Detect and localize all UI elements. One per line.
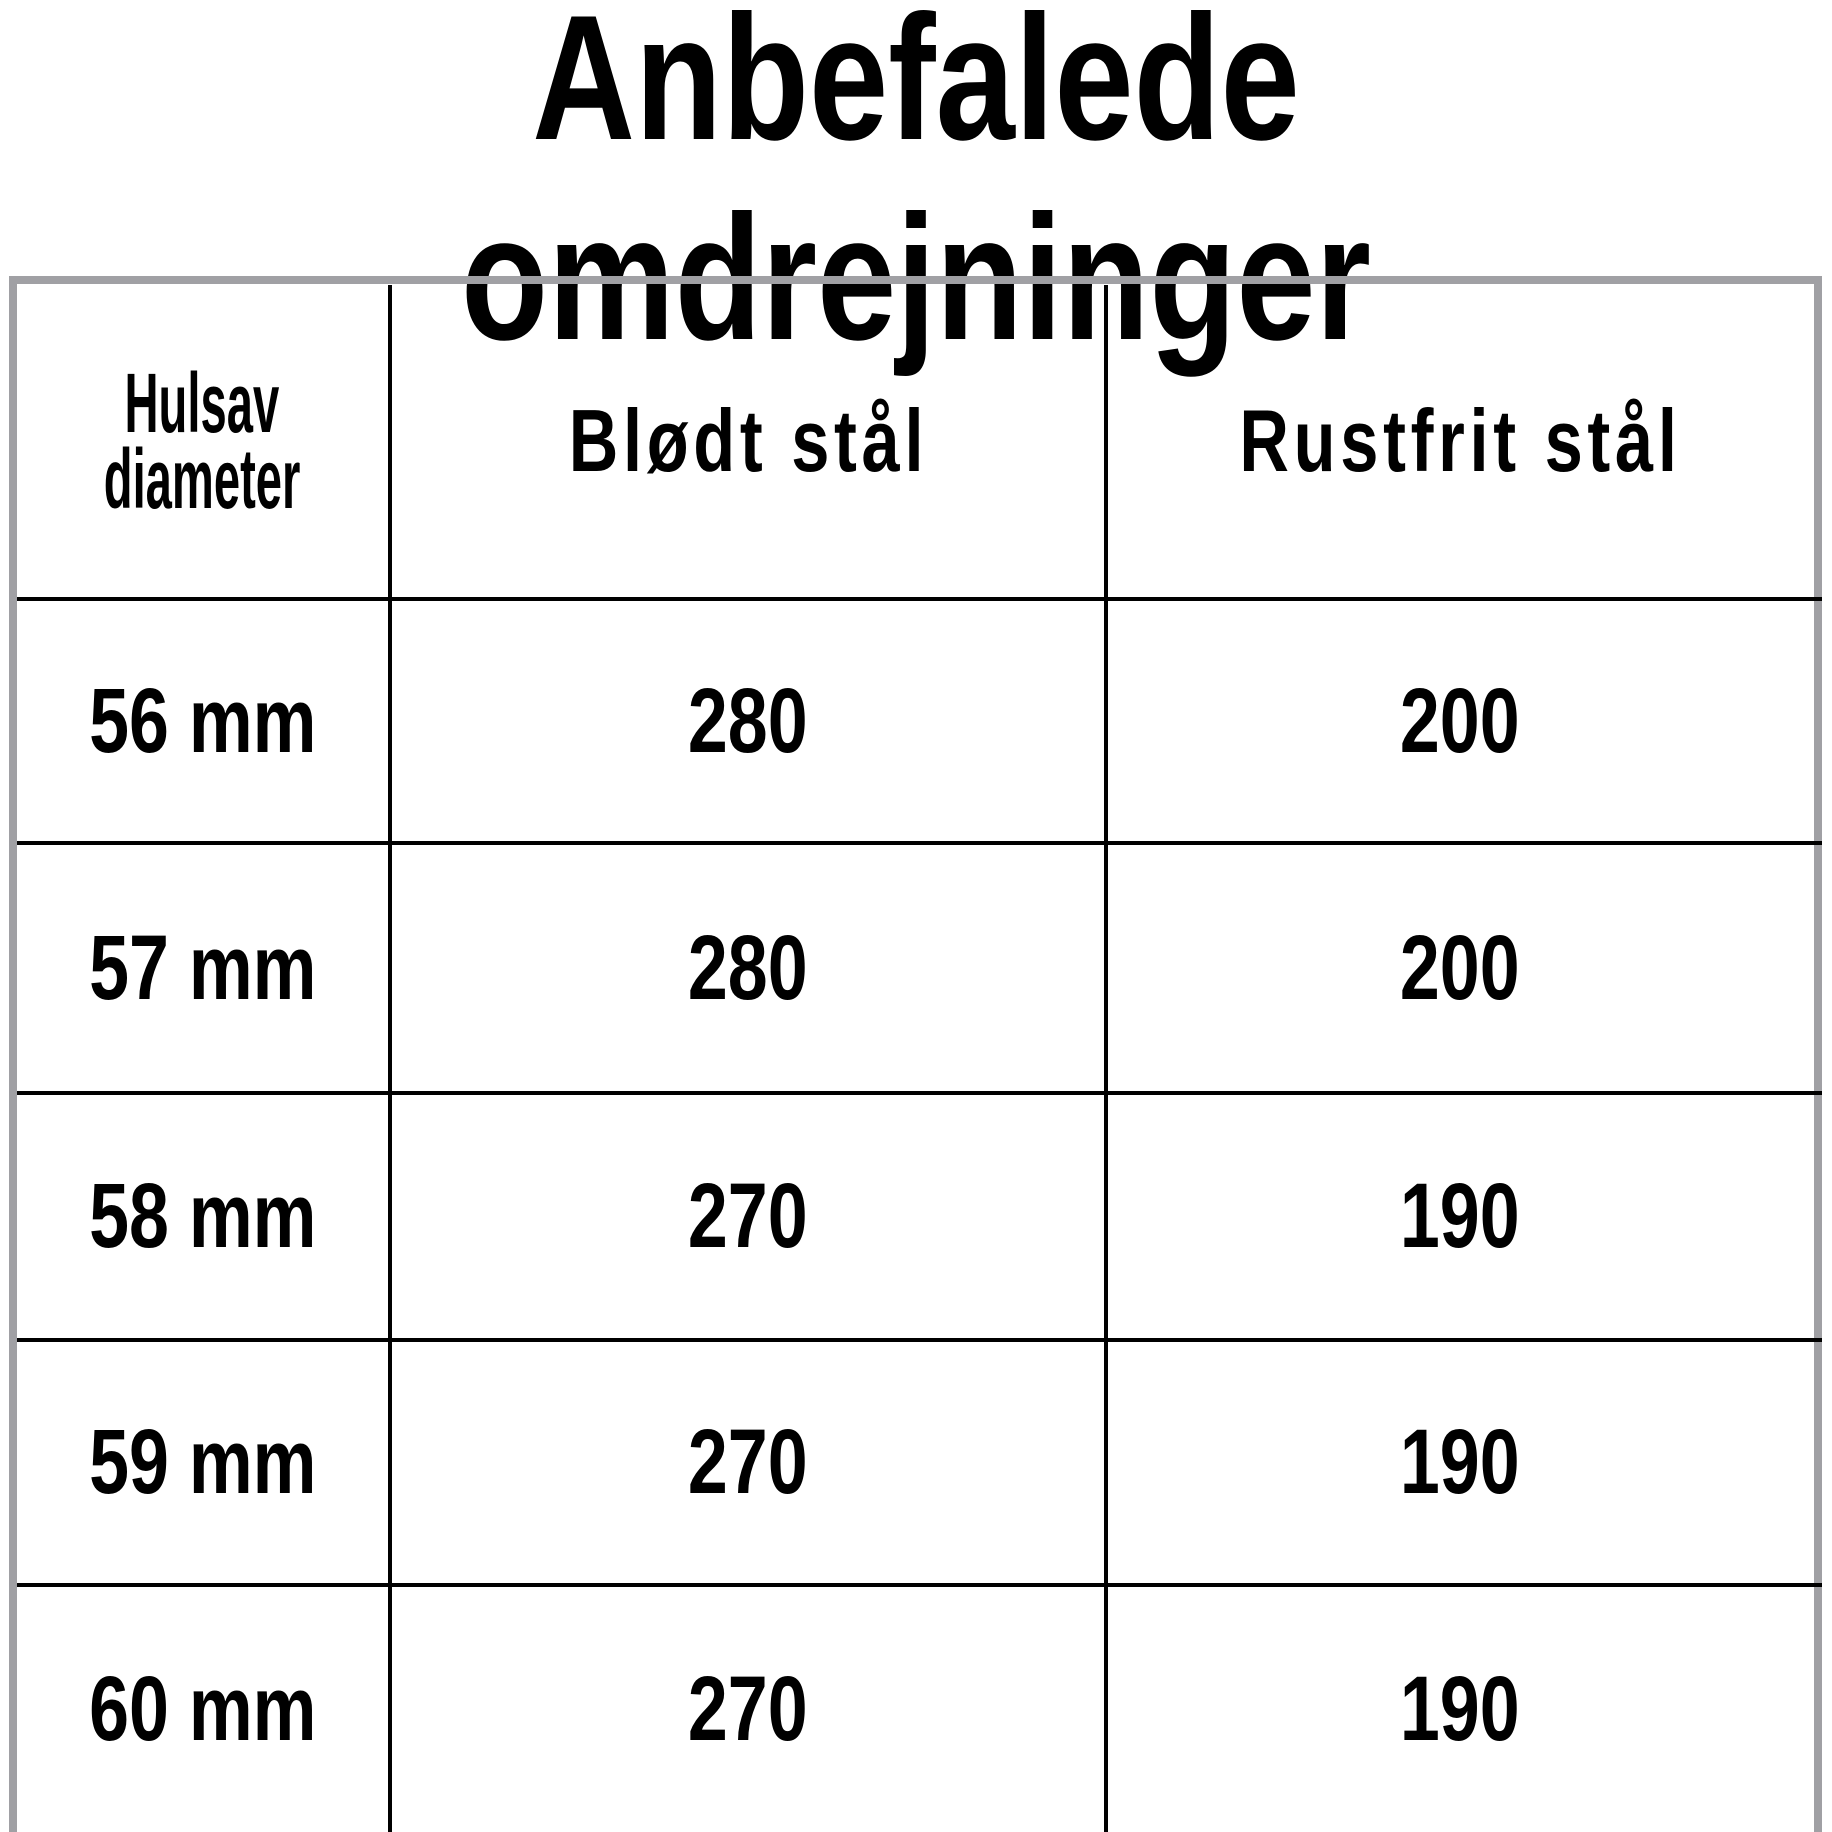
header-diameter: Hulsav diameter: [17, 284, 388, 597]
cell-text: 56 mm: [88, 669, 317, 772]
header-mild-steel: Blødt stål: [392, 284, 1104, 597]
cell-stainless-rpm: 190: [1108, 1342, 1812, 1583]
cell-diameter: 59 mm: [17, 1342, 388, 1583]
cell-text: 57 mm: [88, 916, 317, 1019]
cell-stainless-rpm: 200: [1108, 601, 1812, 841]
cell-mild-steel-rpm: 270: [392, 1587, 1104, 1832]
cell-mild-steel-rpm: 280: [392, 845, 1104, 1091]
cell-text: 200: [1400, 916, 1520, 1019]
cell-text: 280: [688, 916, 808, 1019]
cell-text: 190: [1400, 1658, 1520, 1760]
table-frame: [9, 276, 1822, 1832]
cell-stainless-rpm: 190: [1108, 1587, 1812, 1832]
cell-text: 270: [688, 1411, 808, 1513]
cell-diameter: 57 mm: [17, 845, 388, 1091]
cell-text: 270: [688, 1658, 808, 1760]
cell-text: 190: [1400, 1165, 1520, 1267]
header-text: Blødt stål: [568, 390, 928, 490]
cell-text: 190: [1400, 1411, 1520, 1513]
cell-diameter: 58 mm: [17, 1095, 388, 1338]
header-line: diameter: [104, 431, 301, 526]
cell-text: 60 mm: [88, 1658, 317, 1760]
cell-stainless-rpm: 200: [1108, 845, 1812, 1091]
row-divider: [17, 597, 1822, 601]
cell-text: 59 mm: [88, 1411, 317, 1513]
cell-stainless-rpm: 190: [1108, 1095, 1812, 1338]
cell-mild-steel-rpm: 280: [392, 601, 1104, 841]
row-divider: [17, 841, 1822, 845]
cell-mild-steel-rpm: 270: [392, 1342, 1104, 1583]
cell-diameter: 56 mm: [17, 601, 388, 841]
cell-text: 280: [688, 669, 808, 772]
cell-text: 200: [1400, 669, 1520, 772]
cell-diameter: 60 mm: [17, 1587, 388, 1832]
cell-text: 58 mm: [88, 1165, 317, 1267]
cell-text: 270: [688, 1165, 808, 1267]
row-divider: [17, 1338, 1822, 1342]
column-divider: [1104, 285, 1108, 1832]
column-divider: [388, 285, 392, 1832]
header-text: Rustfrit stål: [1238, 390, 1682, 490]
row-divider: [17, 1091, 1822, 1095]
cell-mild-steel-rpm: 270: [392, 1095, 1104, 1338]
row-divider: [17, 1583, 1822, 1587]
header-line: Hulsav: [125, 355, 280, 450]
header-stainless-steel: Rustfrit stål: [1108, 284, 1812, 597]
